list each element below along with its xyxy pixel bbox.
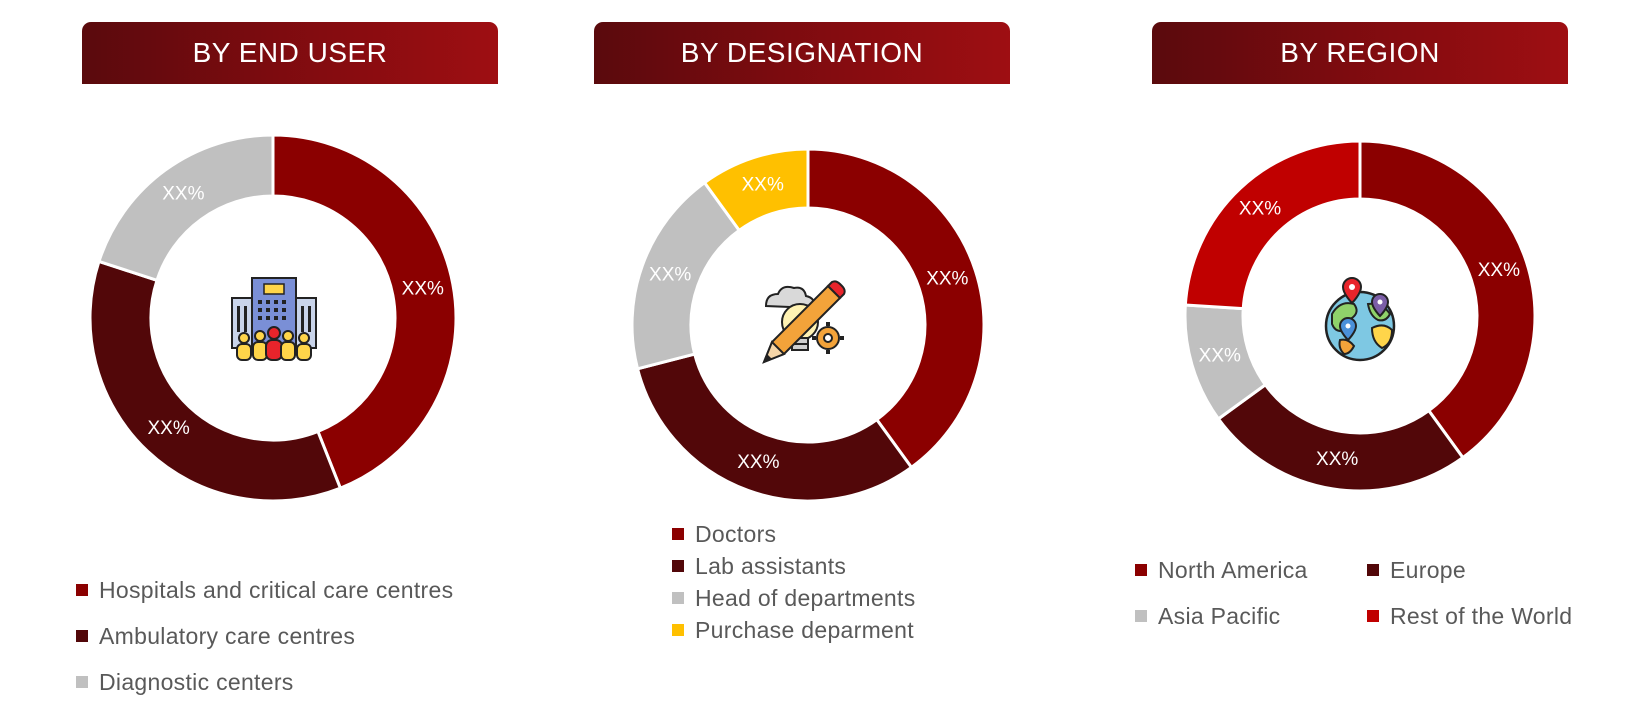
legend-swatch bbox=[1135, 564, 1147, 576]
donut-slice-purchase-deparment bbox=[702, 147, 810, 233]
slice-label-north-america: XX% bbox=[1478, 260, 1520, 281]
legend-swatch bbox=[76, 676, 88, 688]
legend-item-doctors: Doctors bbox=[672, 518, 916, 550]
legend-label: Europe bbox=[1390, 556, 1466, 583]
slice-label-ambulatory-care-centres: XX% bbox=[147, 418, 189, 439]
panel-title-region: BY REGION bbox=[1152, 22, 1568, 84]
panel-title-end-user: BY END USER bbox=[82, 22, 498, 84]
legend-swatch bbox=[672, 624, 684, 636]
legend-item-diagnostic-centers: Diagnostic centers bbox=[76, 659, 453, 705]
legend-swatch bbox=[672, 592, 684, 604]
legend-end-user: Hospitals and critical care centres Ambul… bbox=[76, 567, 453, 705]
legend-designation: Doctors Lab assistants Head of departments… bbox=[672, 518, 916, 646]
panel-title-designation: BY DESIGNATION bbox=[594, 22, 1010, 84]
legend-item-ambulatory-care-centres: Ambulatory care centres bbox=[76, 613, 453, 659]
legend-label: Asia Pacific bbox=[1158, 602, 1281, 629]
legend-label: Ambulatory care centres bbox=[99, 622, 356, 649]
legend-item-north-america: North America bbox=[1135, 547, 1367, 593]
slice-label-head-of-departments: XX% bbox=[649, 264, 691, 285]
legend-item-purchase-deparment: Purchase deparment bbox=[672, 614, 916, 646]
legend-item-lab-assistants: Lab assistants bbox=[672, 550, 916, 582]
slice-label-doctors: XX% bbox=[926, 269, 968, 290]
donut-slice-north-america bbox=[1358, 139, 1537, 460]
legend-label: Doctors bbox=[695, 520, 777, 547]
donut-slice-doctors bbox=[806, 147, 986, 470]
slice-label-hospitals-and-critical-care-centres: XX% bbox=[402, 278, 444, 299]
legend-item-head-of-departments: Head of departments bbox=[672, 582, 916, 614]
legend-swatch bbox=[76, 584, 88, 596]
legend-swatch bbox=[76, 630, 88, 642]
globe-location-pins-icon bbox=[1324, 276, 1396, 362]
legend-swatch bbox=[672, 560, 684, 572]
slice-label-rest-of-the-world: XX% bbox=[1239, 199, 1281, 220]
slice-label-lab-assistants: XX% bbox=[737, 452, 779, 473]
legend-item-asia-pacific: Asia Pacific bbox=[1135, 593, 1367, 639]
legend-item-europe: Europe bbox=[1367, 547, 1605, 593]
legend-swatch bbox=[672, 528, 684, 540]
donut-slice-diagnostic-centers bbox=[97, 133, 275, 283]
donut-slice-ambulatory-care-centres bbox=[88, 259, 343, 503]
slice-label-europe: XX% bbox=[1316, 449, 1358, 470]
legend-label: Head of departments bbox=[695, 584, 916, 611]
slice-label-purchase-deparment: XX% bbox=[742, 175, 784, 196]
legend-item-hospitals-and-critical-care-centres: Hospitals and critical care centres bbox=[76, 567, 453, 613]
legend-swatch bbox=[1367, 564, 1379, 576]
donut-slice-hospitals-and-critical-care-centres bbox=[271, 133, 458, 491]
legend-swatch bbox=[1367, 610, 1379, 622]
legend-item-rest-of-the-world: Rest of the World bbox=[1367, 593, 1605, 639]
hospital-building-people-icon bbox=[231, 277, 317, 361]
legend-label: Lab assistants bbox=[695, 552, 847, 579]
legend-label: Purchase deparment bbox=[695, 616, 914, 643]
slice-label-asia-pacific: XX% bbox=[1199, 346, 1241, 367]
idea-pencil-gear-icon bbox=[762, 280, 846, 364]
legend-region: North America Europe Asia Pacific Rest of t… bbox=[1135, 547, 1605, 639]
legend-swatch bbox=[1135, 610, 1147, 622]
donut-slice-rest-of-the-world bbox=[1183, 139, 1362, 311]
slice-label-diagnostic-centers: XX% bbox=[162, 184, 204, 205]
legend-label: North America bbox=[1158, 556, 1308, 583]
donut-slice-lab-assistants bbox=[635, 352, 914, 503]
donut-slice-europe bbox=[1216, 382, 1465, 493]
legend-label: Hospitals and critical care centres bbox=[99, 576, 454, 603]
legend-label: Rest of the World bbox=[1390, 602, 1573, 629]
legend-label: Diagnostic centers bbox=[99, 668, 294, 695]
